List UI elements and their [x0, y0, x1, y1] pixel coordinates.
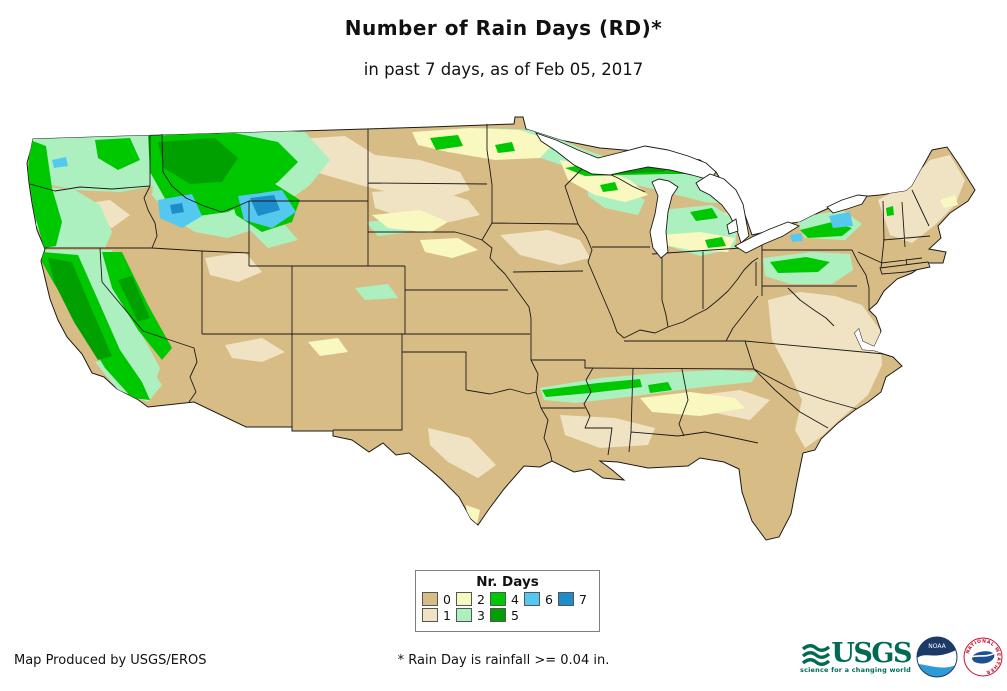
producer-credit: Map Produced by USGS/EROS — [14, 653, 207, 668]
legend-item-5: 5 — [490, 608, 524, 622]
rain-day-definition-note: * Rain Day is rainfall >= 0.04 in. — [397, 653, 610, 668]
legend-item-2: 2 — [456, 592, 490, 606]
lake-erie — [734, 221, 801, 254]
legend-swatch-1 — [422, 608, 438, 622]
page-subtitle: in past 7 days, as of Feb 05, 2017 — [363, 60, 644, 79]
legend-swatch-3 — [456, 608, 472, 622]
long-island — [879, 261, 931, 275]
map-legend: Nr. Days 0 2 4 6 7 1 3 5 — [415, 570, 600, 632]
usgs-logo: USGS science for a changing world — [800, 637, 912, 674]
legend-item-1: 1 — [422, 608, 456, 622]
saginaw-bay — [726, 218, 739, 235]
rain-days-2-regions — [308, 128, 958, 524]
legend-swatch-0 — [422, 592, 438, 606]
legend-row-2: 1 3 5 — [416, 608, 599, 622]
agency-logos: USGS science for a changing world NOAA N… — [800, 636, 1003, 678]
noaa-label: NOAA — [928, 643, 946, 650]
legend-swatch-7 — [558, 592, 574, 606]
legend-item-0: 0 — [422, 592, 456, 606]
legend-swatch-2 — [456, 592, 472, 606]
nws-logo: NATIONAL WEATHER SERVICE — [963, 636, 1003, 677]
rain-days-7-regions — [170, 195, 280, 216]
lake-ontario — [826, 194, 868, 214]
legend-row-1: 0 2 4 6 7 — [416, 592, 599, 606]
state-borders — [29, 124, 931, 462]
noaa-logo: NOAA — [916, 636, 958, 678]
legend-item-6: 6 — [524, 592, 558, 606]
usgs-waves-icon — [802, 643, 831, 666]
usgs-tagline: science for a changing world — [800, 665, 911, 674]
legend-item-3: 3 — [456, 608, 490, 622]
great-lakes — [534, 132, 868, 259]
legend-swatch-5 — [490, 608, 506, 622]
lake-michigan — [649, 178, 679, 259]
usgs-wordmark: USGS — [831, 637, 912, 669]
legend-swatch-6 — [524, 592, 540, 606]
legend-item-4: 4 — [490, 592, 524, 606]
legend-swatch-4 — [490, 592, 506, 606]
page-title: Number of Rain Days (RD)* — [344, 16, 663, 40]
legend-item-7: 7 — [558, 592, 592, 606]
legend-title: Nr. Days — [476, 574, 539, 590]
